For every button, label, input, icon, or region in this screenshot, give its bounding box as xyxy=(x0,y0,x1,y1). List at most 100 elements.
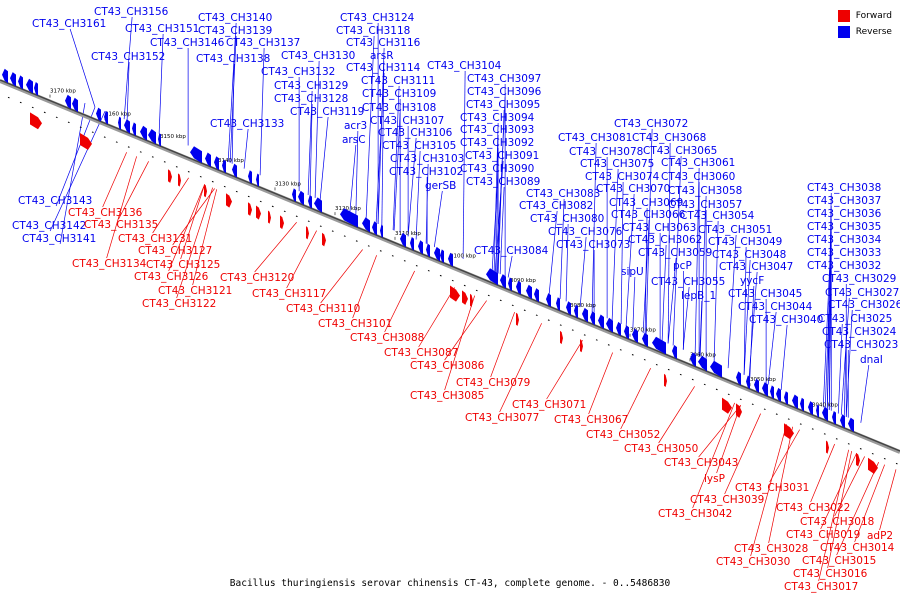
strand-marker xyxy=(691,378,694,381)
reverse-gene xyxy=(418,240,423,255)
forward-leader-line xyxy=(750,424,787,557)
forward-gene-label: CT43_CH3121 xyxy=(158,285,232,297)
forward-gene xyxy=(450,285,460,302)
strand-marker xyxy=(415,265,418,267)
forward-leader-line xyxy=(818,449,849,582)
reverse-gene xyxy=(770,385,774,400)
strand-marker xyxy=(859,448,862,450)
reverse-leader-line xyxy=(365,35,375,219)
reverse-gene xyxy=(556,297,560,311)
reverse-gene-label: CT43_CH3116 xyxy=(346,37,421,49)
reverse-gene-label: CT43_CH3060 xyxy=(661,171,735,183)
reverse-leader-line xyxy=(828,270,832,410)
strand-marker xyxy=(379,250,382,252)
reverse-gene xyxy=(840,414,845,429)
reverse-gene-label: CT43_CH3075 xyxy=(580,158,654,170)
reverse-gene xyxy=(205,152,211,167)
reverse-leader-line xyxy=(591,142,597,313)
strand-marker xyxy=(31,106,34,109)
reverse-gene xyxy=(292,188,296,202)
reverse-gene-label: CT43_CH3118 xyxy=(336,25,410,37)
forward-gene-label: CT43_CH3016 xyxy=(793,568,868,580)
legend-reverse: Reverse xyxy=(837,24,892,40)
reverse-gene xyxy=(72,97,78,113)
reverse-leader-line xyxy=(314,60,320,198)
forward-leader-line xyxy=(724,413,761,495)
axis-tick-label: 3110 kbp xyxy=(395,231,421,237)
reverse-gene xyxy=(652,336,666,355)
reverse-leader-line xyxy=(59,102,86,245)
reverse-gene-label: CT43_CH3128 xyxy=(274,93,348,105)
reverse-gene xyxy=(148,129,156,145)
strand-marker xyxy=(559,324,562,326)
reverse-gene xyxy=(822,406,828,422)
strand-marker xyxy=(643,359,646,361)
reverse-gene-label: CT43_CH3092 xyxy=(460,137,534,149)
reverse-leader-line xyxy=(749,285,755,378)
forward-leader-line xyxy=(192,189,217,286)
reverse-gene-label: CT43_CH3058 xyxy=(668,185,742,197)
reverse-leader-line xyxy=(667,257,677,344)
reverse-gene-label: CT43_CH3026 xyxy=(828,299,900,311)
reverse-gene xyxy=(516,280,521,295)
reverse-gene-label: dnaI xyxy=(860,354,883,366)
forward-swatch-icon xyxy=(837,10,850,22)
reverse-leader-line xyxy=(822,231,832,408)
forward-leader-line xyxy=(499,323,542,413)
reverse-gene xyxy=(96,107,101,122)
reverse-gene xyxy=(754,378,759,393)
forward-leader-line xyxy=(254,222,297,273)
reverse-gene xyxy=(434,246,440,262)
reverse-gene-label: CT43_CH3138 xyxy=(196,53,270,65)
reverse-gene-label: CT43_CH3080 xyxy=(530,213,604,225)
forward-gene xyxy=(856,452,860,467)
reverse-gene xyxy=(792,394,798,409)
reverse-gene-label: CT43_CH3065 xyxy=(643,145,717,157)
reverse-gene-label: CT43_CH3156 xyxy=(94,6,169,18)
reverse-gene-label: CT43_CH3063 xyxy=(622,222,696,234)
forward-leader-line xyxy=(152,177,189,234)
strand-marker xyxy=(787,418,790,420)
forward-leader-line xyxy=(879,469,897,531)
reverse-gene xyxy=(2,68,8,84)
reverse-leader-line xyxy=(494,160,504,273)
reverse-gene xyxy=(132,122,136,137)
reverse-gene-label: CT43_CH3033 xyxy=(807,247,881,259)
strand-marker xyxy=(463,284,466,287)
reverse-gene-label: CT43_CH3037 xyxy=(807,195,881,207)
strand-marker xyxy=(703,383,706,386)
reverse-leader-line xyxy=(743,259,751,375)
reverse-leader-line xyxy=(840,297,850,415)
reverse-gene-label: CT43_CH3109 xyxy=(362,88,436,100)
reverse-leader-line xyxy=(309,103,313,196)
reverse-leader-line xyxy=(319,116,329,200)
reverse-gene-label: CT43_CH3049 xyxy=(708,236,782,248)
forward-gene xyxy=(826,440,829,454)
strand-marker xyxy=(835,438,838,440)
genome-axis xyxy=(0,79,900,454)
reverse-leader-line xyxy=(375,72,385,224)
forward-gene xyxy=(322,232,326,247)
reverse-leader-line xyxy=(548,210,558,295)
legend-forward-label: Forward xyxy=(855,11,892,21)
strand-marker xyxy=(259,200,262,203)
strand-marker xyxy=(271,205,274,208)
gene-features xyxy=(2,68,898,474)
forward-gene-label: adP2 xyxy=(867,530,893,542)
forward-gene xyxy=(306,226,309,240)
reverse-gene-label: CT43_CH3146 xyxy=(150,37,225,49)
forward-gene xyxy=(664,373,667,387)
reverse-leader-line xyxy=(672,155,682,346)
forward-gene-label: CT43_CH3101 xyxy=(318,318,392,330)
reverse-leader-line xyxy=(767,311,777,385)
forward-gene-label: CT43_CH3131 xyxy=(118,233,192,245)
reverse-gene xyxy=(508,277,512,292)
forward-leader-line xyxy=(172,188,215,246)
reverse-gene xyxy=(672,345,677,360)
forward-gene xyxy=(580,339,583,353)
axis-tick-label: 3040 kbp xyxy=(812,403,838,409)
forward-gene xyxy=(226,193,232,208)
strand-marker xyxy=(535,314,538,317)
forward-leader-line xyxy=(836,462,879,556)
forward-gene xyxy=(784,423,794,440)
